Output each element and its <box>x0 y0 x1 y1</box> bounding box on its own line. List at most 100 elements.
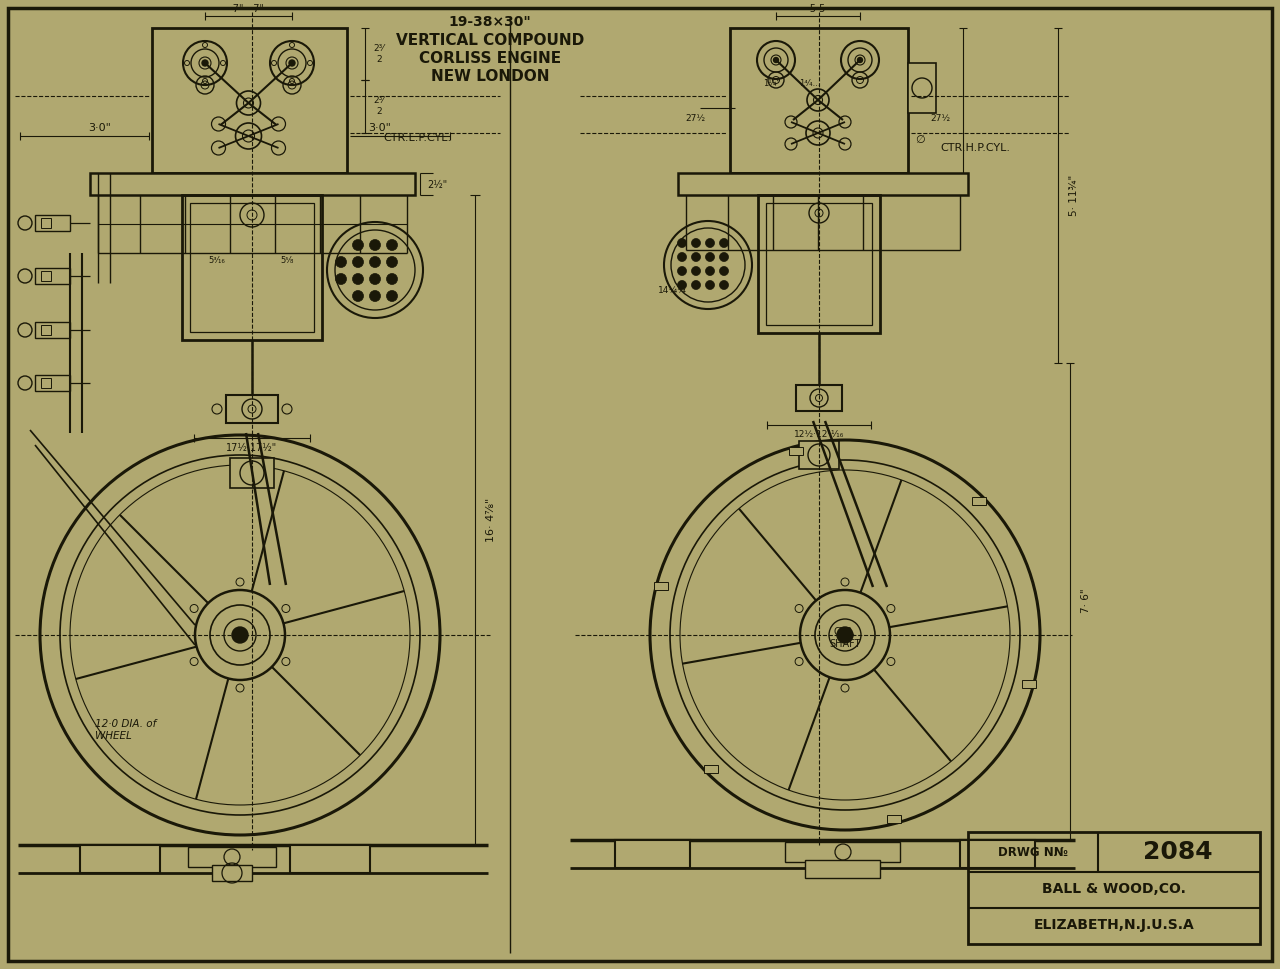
Bar <box>654 581 668 590</box>
Circle shape <box>719 253 728 262</box>
Text: 2½": 2½" <box>426 180 447 190</box>
Circle shape <box>370 291 380 301</box>
Text: 5³⁄₁₆: 5³⁄₁₆ <box>209 256 225 265</box>
Bar <box>678 173 968 195</box>
Bar <box>182 195 323 340</box>
Circle shape <box>858 57 863 62</box>
Circle shape <box>705 253 714 262</box>
Text: 3·0": 3·0" <box>369 123 392 133</box>
Circle shape <box>370 239 380 251</box>
Bar <box>212 865 252 881</box>
Bar <box>79 845 160 873</box>
Circle shape <box>705 280 714 290</box>
Text: VERTICAL COMPOUND: VERTICAL COMPOUND <box>396 33 584 47</box>
Text: BALL & WOOD,CO.: BALL & WOOD,CO. <box>1042 882 1187 896</box>
Text: 2084: 2084 <box>1143 840 1213 864</box>
Text: 14¼¼: 14¼¼ <box>658 286 686 295</box>
Text: —7"—7"—: —7"—7"— <box>223 4 274 14</box>
Text: 5⁵⁄₈: 5⁵⁄₈ <box>280 256 293 265</box>
Text: 19-38×30": 19-38×30" <box>448 15 531 29</box>
Text: 7· 6": 7· 6" <box>1082 589 1091 613</box>
Circle shape <box>677 238 686 247</box>
Bar <box>291 845 370 873</box>
Circle shape <box>719 238 728 247</box>
Bar <box>35 215 70 231</box>
Text: ∅: ∅ <box>915 135 925 145</box>
Bar <box>189 203 314 332</box>
Circle shape <box>705 266 714 275</box>
Circle shape <box>691 280 700 290</box>
Circle shape <box>705 238 714 247</box>
Text: 27½: 27½ <box>931 113 950 122</box>
Bar <box>227 395 278 423</box>
Text: 2³⁄
2: 2³⁄ 2 <box>374 96 384 115</box>
Bar <box>887 815 901 823</box>
Text: 5· 11¾": 5· 11¾" <box>1069 174 1079 216</box>
Circle shape <box>352 239 364 251</box>
Circle shape <box>370 257 380 267</box>
Circle shape <box>352 257 364 267</box>
Circle shape <box>691 266 700 275</box>
Circle shape <box>387 257 398 267</box>
Text: —5·5—: —5·5— <box>800 4 836 14</box>
Bar <box>908 63 936 113</box>
Bar <box>41 271 51 281</box>
Bar <box>35 322 70 338</box>
Text: 16· 4⅞": 16· 4⅞" <box>486 498 497 542</box>
Bar <box>704 766 718 773</box>
Circle shape <box>691 253 700 262</box>
Circle shape <box>677 253 686 262</box>
Circle shape <box>370 273 380 285</box>
Circle shape <box>289 60 294 66</box>
Text: ELIZABETH,N.J.U.S.A: ELIZABETH,N.J.U.S.A <box>1034 918 1194 932</box>
Text: 17½·17½": 17½·17½" <box>227 443 278 453</box>
Bar <box>188 847 276 867</box>
Text: SHAFT: SHAFT <box>829 639 860 649</box>
Bar <box>230 458 274 488</box>
Circle shape <box>677 266 686 275</box>
Circle shape <box>387 239 398 251</box>
Bar <box>614 840 690 868</box>
Bar <box>90 173 415 195</box>
Bar <box>35 268 70 284</box>
Bar <box>765 203 872 325</box>
Circle shape <box>691 238 700 247</box>
Bar <box>41 218 51 228</box>
Circle shape <box>352 273 364 285</box>
Bar <box>805 860 881 878</box>
Bar <box>152 28 347 173</box>
Circle shape <box>387 273 398 285</box>
Text: DRWG N№: DRWG N№ <box>998 846 1068 859</box>
Bar <box>960 840 1036 868</box>
Bar <box>973 497 987 505</box>
Bar <box>968 832 1260 944</box>
Circle shape <box>232 627 248 643</box>
Bar <box>788 448 803 455</box>
Text: 27½: 27½ <box>685 113 705 122</box>
Text: 1⁴⁄₄...: 1⁴⁄₄... <box>799 78 820 87</box>
Bar <box>41 378 51 388</box>
Bar <box>730 28 908 173</box>
Bar <box>35 375 70 391</box>
Bar <box>799 441 838 469</box>
Text: NEW LONDON: NEW LONDON <box>431 69 549 83</box>
Circle shape <box>677 280 686 290</box>
Bar <box>41 325 51 335</box>
Text: 1¼": 1¼" <box>763 78 781 87</box>
Text: CTR.L.P.CYL.: CTR.L.P.CYL. <box>383 133 451 143</box>
Bar <box>796 385 842 411</box>
Text: CTR.: CTR. <box>835 627 856 637</box>
Text: 2³⁄
2: 2³⁄ 2 <box>374 45 384 64</box>
Circle shape <box>773 57 778 62</box>
Circle shape <box>719 280 728 290</box>
Circle shape <box>719 266 728 275</box>
Text: 12½·12¹¹⁄₁₆: 12½·12¹¹⁄₁₆ <box>794 429 845 439</box>
Circle shape <box>335 257 347 267</box>
Bar <box>1021 680 1036 688</box>
Circle shape <box>387 291 398 301</box>
Bar <box>785 842 900 862</box>
Circle shape <box>335 273 347 285</box>
Bar <box>758 195 881 333</box>
Text: CORLISS ENGINE: CORLISS ENGINE <box>419 50 561 66</box>
Circle shape <box>352 291 364 301</box>
